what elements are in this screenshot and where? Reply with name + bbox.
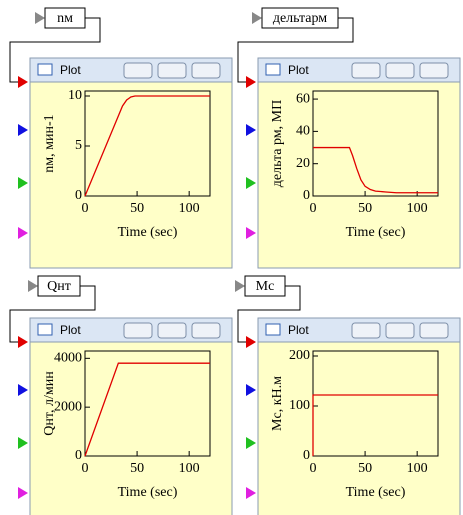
screen: nмPlot0510050100Time (sec)nм, мин-1дельт… xyxy=(0,0,463,515)
label-arrow xyxy=(35,12,45,24)
x-tick-label: 100 xyxy=(407,461,428,476)
close-button[interactable] xyxy=(192,323,220,338)
window-title: Plot xyxy=(288,323,309,337)
window-icon xyxy=(38,64,52,75)
input-port[interactable] xyxy=(18,177,28,189)
x-tick-label: 50 xyxy=(358,201,372,216)
y-axis-label: nм, мин-1 xyxy=(42,114,57,172)
y-tick-label: 100 xyxy=(289,398,310,413)
y-tick-label: 5 xyxy=(75,138,82,153)
input-port[interactable] xyxy=(18,487,28,499)
label-arrow xyxy=(28,280,38,292)
y-tick-label: 20 xyxy=(296,156,310,171)
y-tick-label: 10 xyxy=(68,88,82,103)
label-arrow xyxy=(235,280,245,292)
input-port[interactable] xyxy=(18,384,28,396)
block-label: дельтарм xyxy=(273,11,327,26)
maximize-button[interactable] xyxy=(158,63,186,78)
close-button[interactable] xyxy=(420,323,448,338)
input-port[interactable] xyxy=(246,487,256,499)
y-axis-label: Mc, кН.м xyxy=(270,376,285,431)
input-port[interactable] xyxy=(18,227,28,239)
block-label: Mc xyxy=(256,279,275,294)
input-port[interactable] xyxy=(246,437,256,449)
window-title: Plot xyxy=(60,63,81,77)
window-icon xyxy=(266,324,280,335)
maximize-button[interactable] xyxy=(386,63,414,78)
x-axis-label: Time (sec) xyxy=(346,225,406,240)
x-tick-label: 100 xyxy=(407,201,428,216)
x-tick-label: 100 xyxy=(179,201,200,216)
label-arrow xyxy=(252,12,262,24)
minimize-button[interactable] xyxy=(124,63,152,78)
x-tick-label: 50 xyxy=(358,461,372,476)
y-axis-label: дельта рм, МП xyxy=(270,100,285,187)
input-port[interactable] xyxy=(18,437,28,449)
y-tick-label: 4000 xyxy=(54,351,82,366)
plot-area xyxy=(85,91,210,196)
window-title: Plot xyxy=(288,63,309,77)
y-tick-label: 200 xyxy=(289,348,310,363)
close-button[interactable] xyxy=(420,63,448,78)
input-port[interactable] xyxy=(246,177,256,189)
x-tick-label: 50 xyxy=(130,461,144,476)
close-button[interactable] xyxy=(192,63,220,78)
x-tick-label: 0 xyxy=(82,461,89,476)
x-tick-label: 0 xyxy=(310,201,317,216)
minimize-button[interactable] xyxy=(124,323,152,338)
maximize-button[interactable] xyxy=(158,323,186,338)
input-port[interactable] xyxy=(18,336,28,348)
window-icon xyxy=(38,324,52,335)
x-axis-label: Time (sec) xyxy=(118,485,178,500)
x-axis-label: Time (sec) xyxy=(346,485,406,500)
input-port[interactable] xyxy=(18,76,28,88)
y-tick-label: 2000 xyxy=(54,399,82,414)
y-axis-label: Qнт, л/мин xyxy=(42,371,57,436)
input-port[interactable] xyxy=(246,124,256,136)
y-tick-label: 60 xyxy=(296,91,310,106)
x-tick-label: 50 xyxy=(130,201,144,216)
x-tick-label: 0 xyxy=(82,201,89,216)
input-port[interactable] xyxy=(246,76,256,88)
window-title: Plot xyxy=(60,323,81,337)
minimize-button[interactable] xyxy=(352,63,380,78)
x-axis-label: Time (sec) xyxy=(118,225,178,240)
block-label: nм xyxy=(57,11,73,26)
x-tick-label: 100 xyxy=(179,461,200,476)
maximize-button[interactable] xyxy=(386,323,414,338)
input-port[interactable] xyxy=(246,227,256,239)
y-tick-label: 40 xyxy=(296,124,310,139)
x-tick-label: 0 xyxy=(310,461,317,476)
input-port[interactable] xyxy=(246,384,256,396)
window-icon xyxy=(266,64,280,75)
plot-area xyxy=(313,351,438,456)
input-port[interactable] xyxy=(246,336,256,348)
plot-area xyxy=(313,91,438,196)
minimize-button[interactable] xyxy=(352,323,380,338)
block-label: Qнт xyxy=(47,279,71,294)
input-port[interactable] xyxy=(18,124,28,136)
